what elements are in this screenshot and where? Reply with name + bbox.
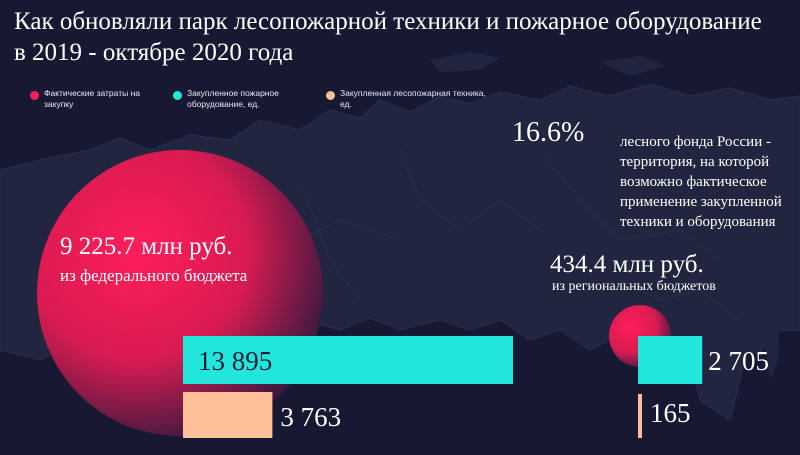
federal-spending-value: 9 225.7 млн руб. — [60, 233, 233, 260]
bar-vehicles-regional — [638, 394, 642, 438]
federal-spending-source: из федерального бюджета — [60, 266, 248, 285]
vehicles-regional-label: 165 — [650, 398, 691, 428]
regional-spending-value: 434.4 млн руб. — [550, 251, 704, 278]
spending-bubble-federal — [37, 150, 323, 436]
regional-spending-source: из региональных бюджетов — [552, 279, 716, 294]
map-island-northeast — [600, 56, 665, 76]
map-border — [399, 149, 541, 231]
forest-share-text: лесного фонда России - территория, на ко… — [510, 132, 790, 232]
legend-label: Фактические затраты на закупку — [44, 88, 140, 109]
map-island-north — [430, 52, 500, 72]
vehicles-federal-label: 3 763 — [280, 402, 342, 432]
page-title: Как обновляли парк лесопожарной техники … — [14, 8, 762, 66]
map-island-sakhalin — [764, 300, 780, 380]
equipment-regional-label: 2 705 — [708, 346, 769, 376]
equipment-federal-label: 13 895 — [198, 346, 273, 376]
bar-equipment-regional — [638, 336, 703, 384]
map-border — [539, 149, 721, 261]
forest-share-value: 16.6% — [512, 117, 585, 148]
forest-share-description: лесного фонда России - территория, на ко… — [620, 134, 782, 230]
map-border — [619, 279, 741, 321]
map-border — [299, 179, 361, 301]
legend-label: Закупленная лесопожарная техника, ед. — [340, 88, 486, 109]
legend-dot-spending — [30, 91, 39, 100]
bar-vehicles-federal — [183, 392, 273, 438]
legend-dot-vehicles — [326, 91, 335, 100]
legend-dot-equipment — [173, 91, 182, 100]
legend-label: Закупленное пожарное оборудование, ед. — [187, 88, 279, 109]
bar-equipment-federal — [183, 336, 513, 384]
